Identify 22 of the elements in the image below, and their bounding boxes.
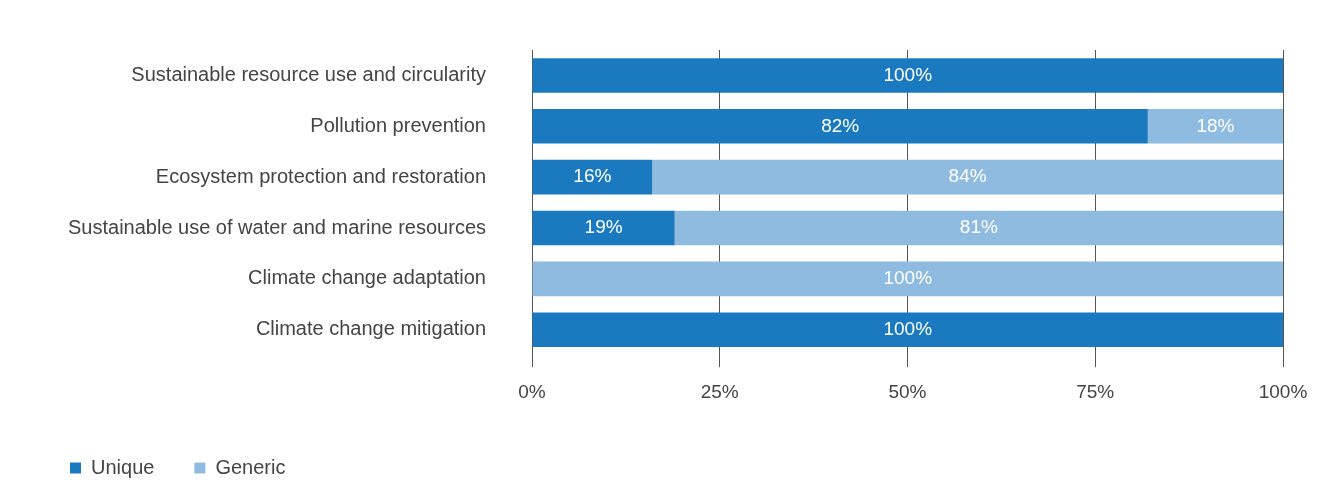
x-tick-label: 0% [518, 380, 546, 402]
data-label: 100% [883, 63, 933, 85]
data-label: 84% [948, 165, 987, 187]
y-tick-label: Sustainable resource use and circularity [131, 62, 487, 85]
data-label: 18% [1196, 114, 1235, 136]
data-label: 100% [883, 318, 933, 339]
x-tick-label: 25% [700, 380, 739, 402]
data-label: 19% [584, 216, 623, 238]
y-tick-label: Climate change mitigation [255, 317, 487, 340]
legend-label: Generic [215, 455, 286, 478]
y-tick-label: Sustainable use of water and marine resources [67, 215, 487, 238]
y-tick-label: Pollution prevention [310, 113, 487, 136]
data-label: 81% [959, 216, 998, 238]
data-label: 82% [821, 114, 860, 136]
data-label: 16% [573, 165, 612, 187]
x-tick-label: 75% [1076, 380, 1115, 402]
legend-label: Unique [91, 455, 155, 478]
data-label: 100% [883, 267, 933, 289]
x-tick-label: 100% [1258, 380, 1308, 402]
y-tick-label: Climate change adaptation [248, 266, 487, 289]
x-tick-label: 50% [888, 380, 927, 402]
y-tick-label: Ecosystem protection and restoration [155, 164, 487, 187]
